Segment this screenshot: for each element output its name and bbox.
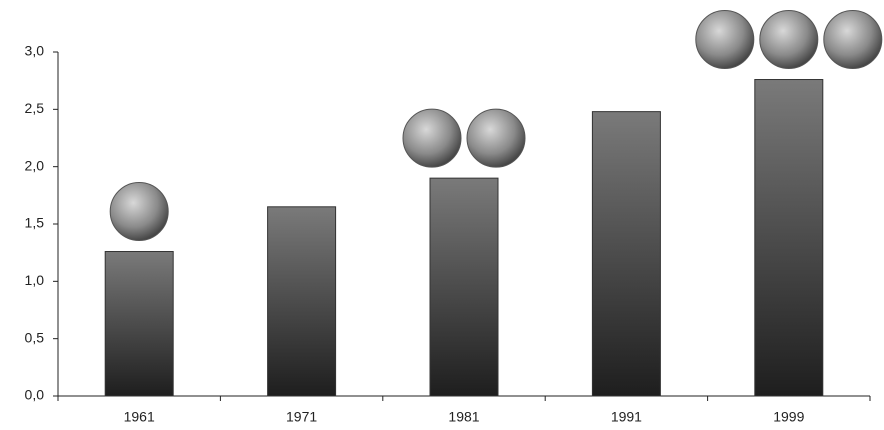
x-tick-label: 1999 xyxy=(773,409,804,425)
bar xyxy=(591,111,661,397)
y-tick-label: 2,0 xyxy=(25,157,45,173)
x-tick-label: 1961 xyxy=(124,409,155,425)
bar xyxy=(104,251,174,397)
bar xyxy=(754,79,824,397)
earth-icon xyxy=(759,10,819,70)
y-tick-label: 1,5 xyxy=(25,215,45,231)
bar xyxy=(429,177,499,397)
y-tick-label: 0,0 xyxy=(25,387,45,403)
y-tick-label: 2,5 xyxy=(25,100,45,116)
y-tick-label: 1,0 xyxy=(25,272,45,288)
x-tick-label: 1971 xyxy=(286,409,317,425)
x-tick-label: 1981 xyxy=(448,409,479,425)
earth-icon xyxy=(466,108,526,168)
earth-icon xyxy=(695,10,755,70)
earth-icon xyxy=(823,10,883,70)
earth-icon xyxy=(402,108,462,168)
bar xyxy=(267,206,337,397)
y-tick-label: 3,0 xyxy=(25,43,45,59)
x-tick-label: 1991 xyxy=(611,409,642,425)
y-tick-label: 0,5 xyxy=(25,329,45,345)
earth-icon xyxy=(109,182,169,242)
